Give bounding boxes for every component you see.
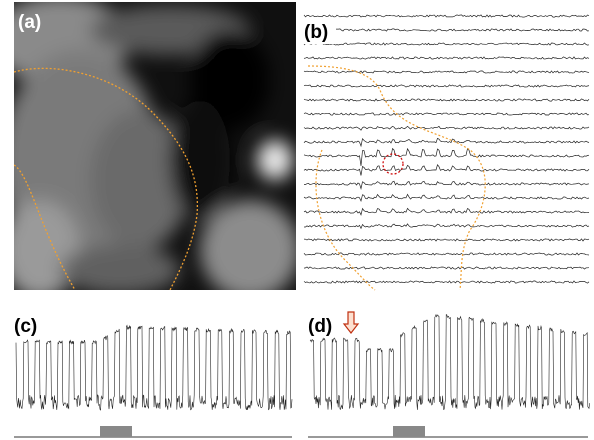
signal-trace: [309, 313, 590, 410]
selected-voxel: [382, 153, 404, 175]
spectrum-trace: [303, 280, 590, 284]
spectrum-trace: [303, 98, 590, 102]
signal-trace: [15, 324, 293, 411]
spectrum-trace: [303, 252, 590, 256]
spectrum-trace: [303, 193, 590, 203]
time-courses: [15, 313, 590, 411]
arrow: [342, 311, 360, 334]
spectrum-trace: [303, 164, 590, 176]
roi-contour: [307, 65, 486, 291]
panel-label: (b): [304, 22, 328, 43]
spectrum-trace: [303, 70, 590, 74]
spectrum-trace: [303, 266, 590, 270]
spectra-grid: [303, 14, 590, 284]
spectrum-trace: [303, 84, 590, 88]
spectrum-trace: [303, 112, 590, 116]
stimulus-block: [393, 426, 425, 437]
spectrum-trace: [303, 147, 590, 166]
spectrum-trace: [303, 14, 590, 18]
stimulus-block: [100, 426, 132, 437]
spectrum-trace: [303, 56, 590, 60]
spectrum-trace: [303, 207, 590, 216]
spectrum-trace: [303, 137, 590, 148]
spectrum-trace: [303, 28, 590, 32]
label-background: [302, 20, 336, 44]
panel-label: (d): [308, 316, 332, 337]
mri-image: [14, 2, 296, 290]
roi-contour: [315, 149, 376, 291]
spectrum-trace: [303, 125, 590, 131]
panel-label: (c): [14, 316, 37, 337]
spectrum-trace: [303, 238, 590, 242]
spectrum-trace: [303, 180, 590, 190]
panel-label: (a): [18, 12, 41, 33]
spectrum-trace: [303, 42, 590, 46]
spectrum-trace: [304, 223, 590, 230]
